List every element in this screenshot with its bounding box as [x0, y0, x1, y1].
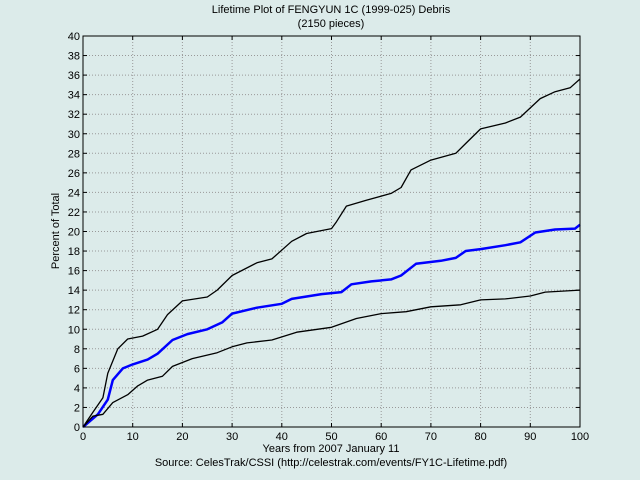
y-tick-label: 4 [74, 383, 80, 395]
y-tick-label: 40 [68, 31, 80, 43]
x-tick-label: 30 [226, 431, 238, 443]
y-tick-label: 20 [68, 227, 80, 239]
y-tick-label: 24 [68, 187, 80, 199]
y-tick-label: 16 [68, 266, 80, 278]
x-tick-label: 80 [474, 431, 486, 443]
y-tick-label: 34 [68, 90, 80, 102]
x-tick-label: 90 [524, 431, 536, 443]
plot-frame [82, 35, 581, 428]
series-line-0 [82, 78, 581, 428]
x-axis-label: Years from 2007 January 11 [263, 443, 400, 455]
series-line-2 [82, 289, 581, 428]
x-tick-label: 10 [127, 431, 139, 443]
y-tick-label: 12 [68, 305, 80, 317]
chart-title: Lifetime Plot of FENGYUN 1C (1999-025) D… [212, 4, 451, 16]
y-tick-label: 32 [68, 109, 80, 121]
series-line-1 [82, 223, 581, 428]
y-tick-label: 28 [68, 148, 80, 160]
x-tick-label: 50 [325, 431, 337, 443]
x-tick-label: 60 [375, 431, 387, 443]
x-tick-label: 0 [80, 431, 86, 443]
y-tick-label: 18 [68, 246, 80, 258]
y-axis-label: Percent of Total [50, 193, 62, 269]
series-lines [82, 78, 581, 428]
y-tick-label: 38 [68, 51, 80, 63]
x-tick-label: 40 [276, 431, 288, 443]
y-tick-label: 30 [68, 129, 80, 141]
y-tick-label: 14 [68, 285, 80, 297]
y-tick-label: 2 [74, 402, 80, 414]
y-tick-label: 0 [74, 422, 80, 434]
ticks: 0 10 20 30 40 50 60 70 80 90 100024681012141618202… [68, 31, 589, 443]
y-tick-label: 36 [68, 70, 80, 82]
x-tick-label: 100 [571, 431, 589, 443]
source-note: Source: CelesTrak/CSSI (http://celestrak… [155, 457, 507, 469]
y-tick-label: 22 [68, 207, 80, 219]
y-tick-label: 10 [68, 324, 80, 336]
x-tick-label: 70 [425, 431, 437, 443]
x-tick-label: 20 [176, 431, 188, 443]
chart-subtitle: (2150 pieces) [298, 18, 365, 30]
grid [83, 36, 580, 427]
y-tick-label: 26 [68, 168, 80, 180]
y-tick-label: 8 [74, 344, 80, 356]
y-tick-label: 6 [74, 363, 80, 375]
